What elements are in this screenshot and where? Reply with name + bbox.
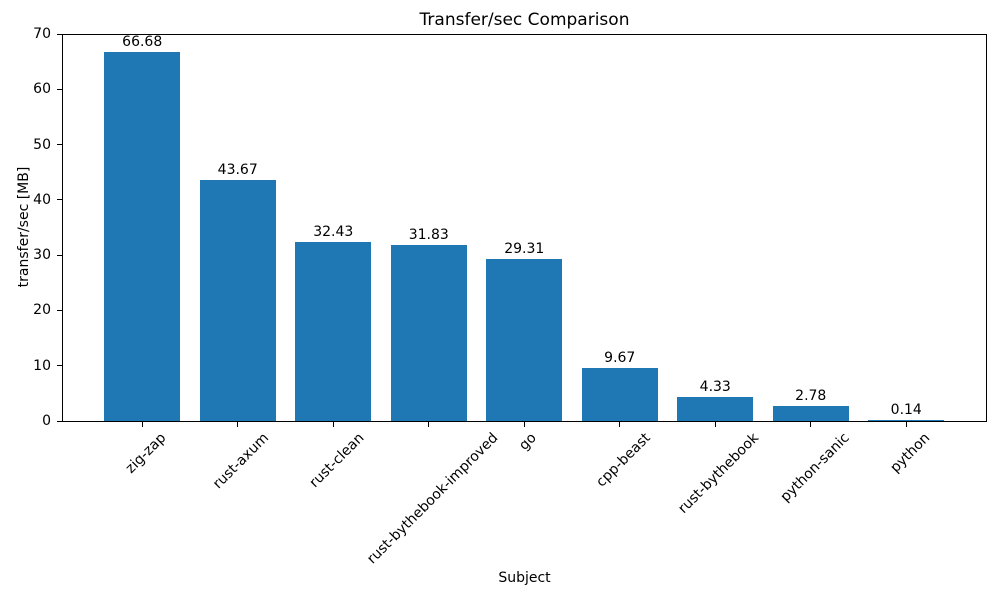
bar-value-label: 43.67	[217, 161, 258, 178]
chart-title: Transfer/sec Comparison	[419, 10, 630, 30]
y-tick-label: 50	[33, 136, 51, 153]
bar-rust-bythebook	[677, 397, 754, 421]
y-tick-label: 40	[33, 191, 51, 208]
x-tick-label-python: python	[886, 430, 933, 476]
x-axis-label: Subject	[498, 570, 551, 586]
bar-value-label: 32.43	[313, 223, 354, 240]
y-tick-mark	[57, 254, 62, 256]
x-tick-label-rust-axum: rust-axum	[210, 430, 273, 493]
y-tick-label: 0	[42, 413, 51, 429]
y-tick-label: 20	[33, 302, 51, 319]
x-tick-mark	[905, 422, 907, 427]
y-tick-mark	[57, 199, 62, 201]
x-tick-mark	[428, 422, 430, 427]
x-tick-mark	[810, 422, 812, 427]
x-tick-label-rust-bythebook-improved: rust-bythebook-improved	[363, 430, 501, 568]
bar-python-sanic	[772, 405, 849, 421]
x-tick-mark	[523, 422, 525, 427]
y-tick-mark	[57, 88, 62, 90]
bar-rust-clean	[295, 241, 372, 421]
bar-python	[868, 420, 945, 421]
bar-value-label: 4.33	[699, 379, 731, 396]
y-tick-mark	[57, 33, 62, 35]
bar-value-label: 0.14	[890, 402, 922, 418]
bar-rust-bythebook-improved	[390, 245, 467, 421]
x-tick-label-go: go	[516, 430, 541, 454]
bar-value-label: 9.67	[604, 349, 636, 366]
y-tick-label: 70	[33, 26, 51, 42]
x-tick-label-rust-clean: rust-clean	[306, 430, 368, 491]
bar-zig-zap	[104, 52, 181, 421]
x-tick-label-rust-bythebook: rust-bythebook	[675, 430, 763, 517]
y-axis-label: transfer/sec [MB]	[16, 166, 32, 288]
y-tick-label: 30	[33, 247, 51, 264]
bar-value-label: 2.78	[795, 387, 827, 404]
x-tick-mark	[237, 422, 239, 427]
x-tick-mark	[332, 422, 334, 427]
bar-value-label: 66.68	[122, 34, 163, 51]
y-tick-label: 60	[33, 81, 51, 98]
bar-rust-axum	[199, 179, 276, 421]
y-tick-mark	[57, 144, 62, 146]
y-tick-label: 10	[33, 357, 51, 374]
x-tick-label-zig-zap: zig-zap	[122, 430, 170, 477]
x-tick-mark	[714, 422, 716, 427]
bar-cpp-beast	[581, 367, 658, 421]
bar-value-label: 31.83	[408, 227, 449, 244]
y-tick-mark	[57, 420, 62, 422]
bar-value-label: 29.31	[504, 240, 545, 257]
bar-go	[486, 258, 563, 421]
y-tick-mark	[57, 309, 62, 311]
x-tick-mark	[619, 422, 621, 427]
y-tick-mark	[57, 365, 62, 367]
x-tick-label-python-sanic: python-sanic	[777, 430, 853, 506]
x-tick-label-cpp-beast: cpp-beast	[593, 430, 654, 491]
x-tick-mark	[141, 422, 143, 427]
